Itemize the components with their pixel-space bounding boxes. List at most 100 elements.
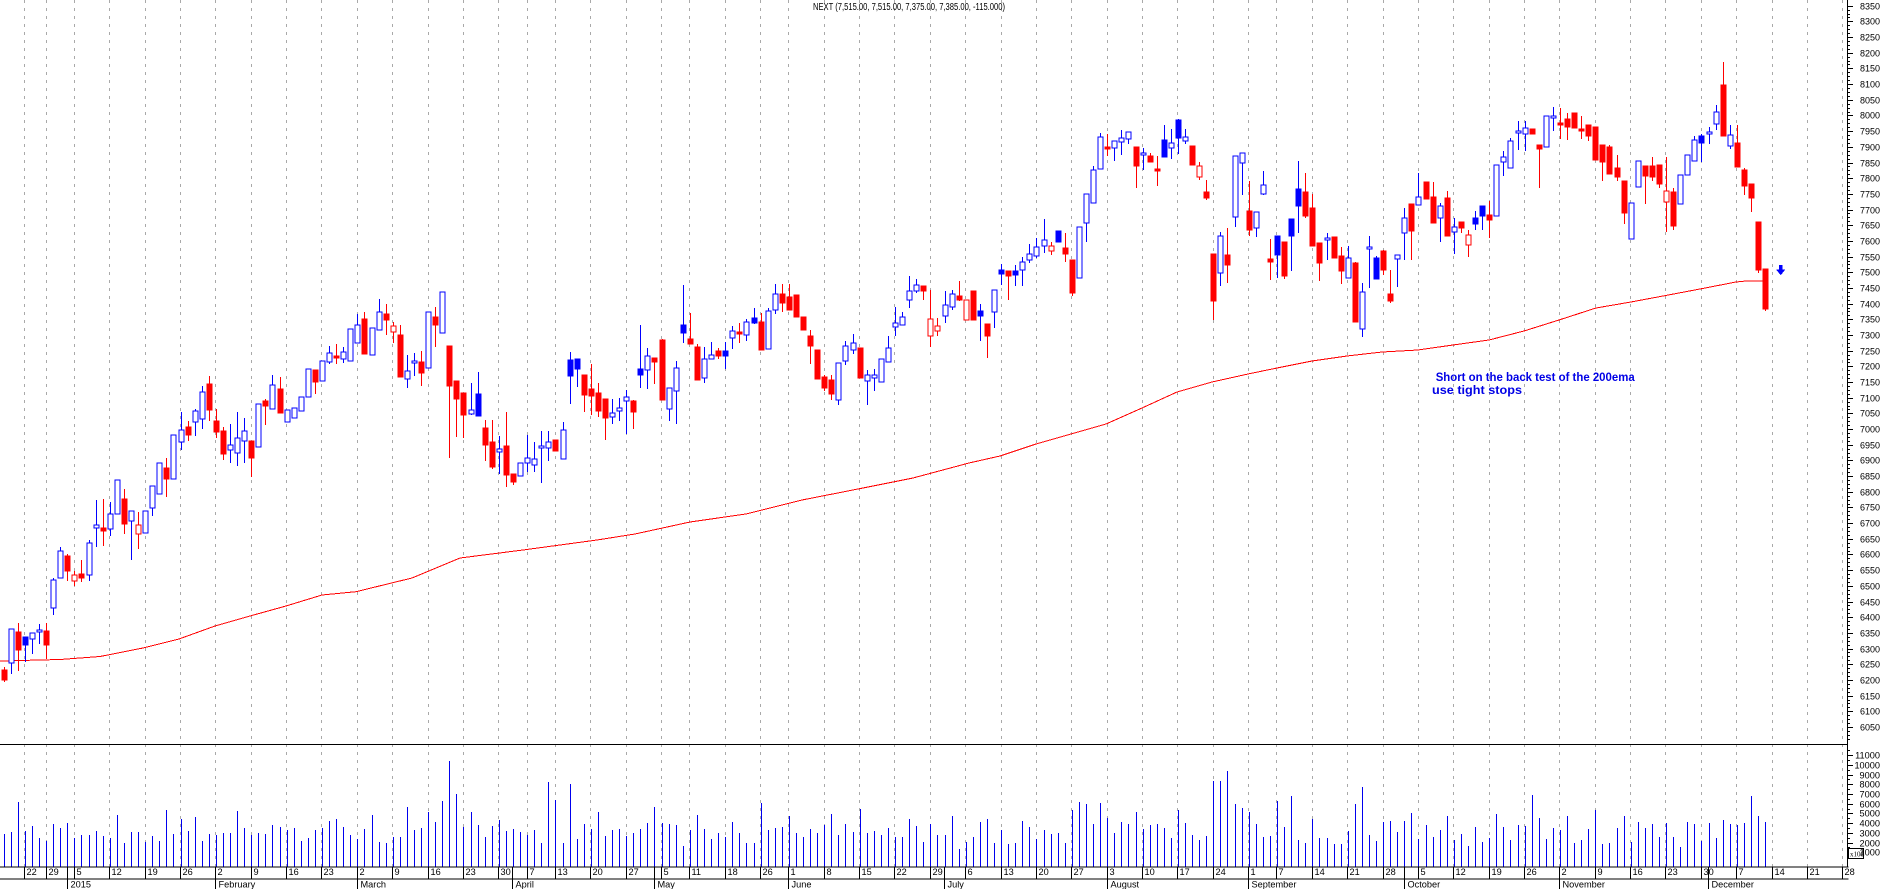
svg-text:April: April bbox=[516, 880, 534, 890]
svg-text:8000: 8000 bbox=[1860, 780, 1880, 790]
svg-text:10: 10 bbox=[1145, 867, 1155, 877]
svg-text:6250: 6250 bbox=[1860, 660, 1880, 670]
svg-text:8000: 8000 bbox=[1860, 111, 1880, 121]
svg-text:21: 21 bbox=[1350, 867, 1360, 877]
svg-text:6900: 6900 bbox=[1860, 456, 1880, 466]
svg-text:March: March bbox=[361, 880, 387, 890]
svg-text:9: 9 bbox=[395, 867, 400, 877]
svg-text:2: 2 bbox=[360, 867, 365, 877]
svg-text:September: September bbox=[1252, 880, 1297, 890]
svg-text:29: 29 bbox=[49, 867, 59, 877]
svg-text:3: 3 bbox=[1110, 867, 1115, 877]
svg-text:7350: 7350 bbox=[1860, 315, 1880, 325]
svg-text:7500: 7500 bbox=[1860, 268, 1880, 278]
svg-text:7950: 7950 bbox=[1860, 127, 1880, 137]
svg-text:7450: 7450 bbox=[1860, 284, 1880, 294]
svg-text:7250: 7250 bbox=[1860, 347, 1880, 357]
svg-text:6650: 6650 bbox=[1860, 535, 1880, 545]
svg-text:5000: 5000 bbox=[1860, 809, 1880, 819]
svg-text:12: 12 bbox=[112, 867, 122, 877]
svg-text:11000: 11000 bbox=[1855, 751, 1880, 761]
svg-text:1: 1 bbox=[791, 867, 796, 877]
svg-text:8200: 8200 bbox=[1860, 49, 1880, 59]
svg-text:7300: 7300 bbox=[1860, 331, 1880, 341]
svg-text:21: 21 bbox=[1810, 867, 1820, 877]
svg-text:7: 7 bbox=[1739, 867, 1744, 877]
svg-text:16: 16 bbox=[431, 867, 441, 877]
svg-text:June: June bbox=[792, 880, 812, 890]
svg-text:7900: 7900 bbox=[1860, 143, 1880, 153]
svg-text:5: 5 bbox=[664, 867, 669, 877]
svg-text:2015: 2015 bbox=[71, 880, 91, 890]
svg-text:6450: 6450 bbox=[1860, 598, 1880, 608]
svg-text:6100: 6100 bbox=[1860, 707, 1880, 717]
svg-text:13: 13 bbox=[558, 867, 568, 877]
svg-text:19: 19 bbox=[148, 867, 158, 877]
svg-text:8150: 8150 bbox=[1860, 64, 1880, 74]
svg-text:19: 19 bbox=[1492, 867, 1502, 877]
svg-text:8: 8 bbox=[827, 867, 832, 877]
svg-text:10000: 10000 bbox=[1854, 761, 1880, 771]
svg-text:2: 2 bbox=[218, 867, 223, 877]
svg-text:2000: 2000 bbox=[1860, 839, 1880, 849]
svg-text:14: 14 bbox=[1775, 867, 1785, 877]
svg-text:December: December bbox=[1712, 880, 1754, 890]
svg-text:8300: 8300 bbox=[1860, 17, 1880, 27]
svg-text:27: 27 bbox=[629, 867, 639, 877]
svg-text:8250: 8250 bbox=[1860, 33, 1880, 43]
svg-text:6750: 6750 bbox=[1860, 503, 1880, 513]
svg-text:1000: 1000 bbox=[1860, 848, 1880, 858]
svg-text:6150: 6150 bbox=[1860, 692, 1880, 702]
svg-text:12: 12 bbox=[1456, 867, 1466, 877]
svg-text:2: 2 bbox=[1562, 867, 1567, 877]
svg-text:Short on the back test of the: Short on the back test of the 200ema bbox=[1436, 370, 1635, 384]
svg-text:6200: 6200 bbox=[1860, 676, 1880, 686]
svg-text:16: 16 bbox=[1633, 867, 1643, 877]
svg-text:October: October bbox=[1408, 880, 1441, 890]
svg-text:17: 17 bbox=[1180, 867, 1190, 877]
svg-text:7700: 7700 bbox=[1860, 206, 1880, 216]
svg-text:23: 23 bbox=[324, 867, 334, 877]
svg-text:6350: 6350 bbox=[1860, 629, 1880, 639]
svg-text:26: 26 bbox=[183, 867, 193, 877]
svg-text:20: 20 bbox=[1039, 867, 1049, 877]
svg-text:7600: 7600 bbox=[1860, 237, 1880, 247]
svg-text:8350: 8350 bbox=[1860, 2, 1880, 12]
svg-text:13: 13 bbox=[1004, 867, 1014, 877]
svg-text:6050: 6050 bbox=[1860, 723, 1880, 733]
svg-text:22: 22 bbox=[27, 867, 37, 877]
svg-text:14: 14 bbox=[1315, 867, 1325, 877]
svg-text:8100: 8100 bbox=[1860, 80, 1880, 90]
svg-text:3000: 3000 bbox=[1860, 829, 1880, 839]
svg-text:16: 16 bbox=[289, 867, 299, 877]
svg-text:6800: 6800 bbox=[1860, 488, 1880, 498]
svg-text:20: 20 bbox=[593, 867, 603, 877]
svg-text:9000: 9000 bbox=[1860, 771, 1880, 781]
svg-text:6850: 6850 bbox=[1860, 472, 1880, 482]
svg-text:7200: 7200 bbox=[1860, 362, 1880, 372]
svg-text:26: 26 bbox=[763, 867, 773, 877]
svg-text:6: 6 bbox=[968, 867, 973, 877]
svg-text:9: 9 bbox=[254, 867, 259, 877]
svg-text:30: 30 bbox=[1704, 867, 1714, 877]
svg-text:6300: 6300 bbox=[1860, 645, 1880, 655]
svg-text:use tight stops: use tight stops bbox=[1432, 383, 1522, 397]
svg-text:4000: 4000 bbox=[1860, 819, 1880, 829]
svg-text:7850: 7850 bbox=[1860, 159, 1880, 169]
svg-text:22: 22 bbox=[897, 867, 907, 877]
svg-text:7550: 7550 bbox=[1860, 253, 1880, 263]
svg-text:7000: 7000 bbox=[1860, 425, 1880, 435]
svg-text:7400: 7400 bbox=[1860, 300, 1880, 310]
svg-text:15: 15 bbox=[862, 867, 872, 877]
svg-text:NEXT (7,515.00, 7,515.00, 7,37: NEXT (7,515.00, 7,515.00, 7,375.00, 7,38… bbox=[813, 2, 1005, 13]
svg-text:7650: 7650 bbox=[1860, 221, 1880, 231]
svg-text:7150: 7150 bbox=[1860, 378, 1880, 388]
svg-text:6950: 6950 bbox=[1860, 441, 1880, 451]
svg-text:6400: 6400 bbox=[1860, 613, 1880, 623]
svg-text:6700: 6700 bbox=[1860, 519, 1880, 529]
svg-text:5: 5 bbox=[1421, 867, 1426, 877]
svg-text:23: 23 bbox=[466, 867, 476, 877]
svg-text:6600: 6600 bbox=[1860, 550, 1880, 560]
svg-text:8050: 8050 bbox=[1860, 96, 1880, 106]
svg-text:1: 1 bbox=[1251, 867, 1256, 877]
